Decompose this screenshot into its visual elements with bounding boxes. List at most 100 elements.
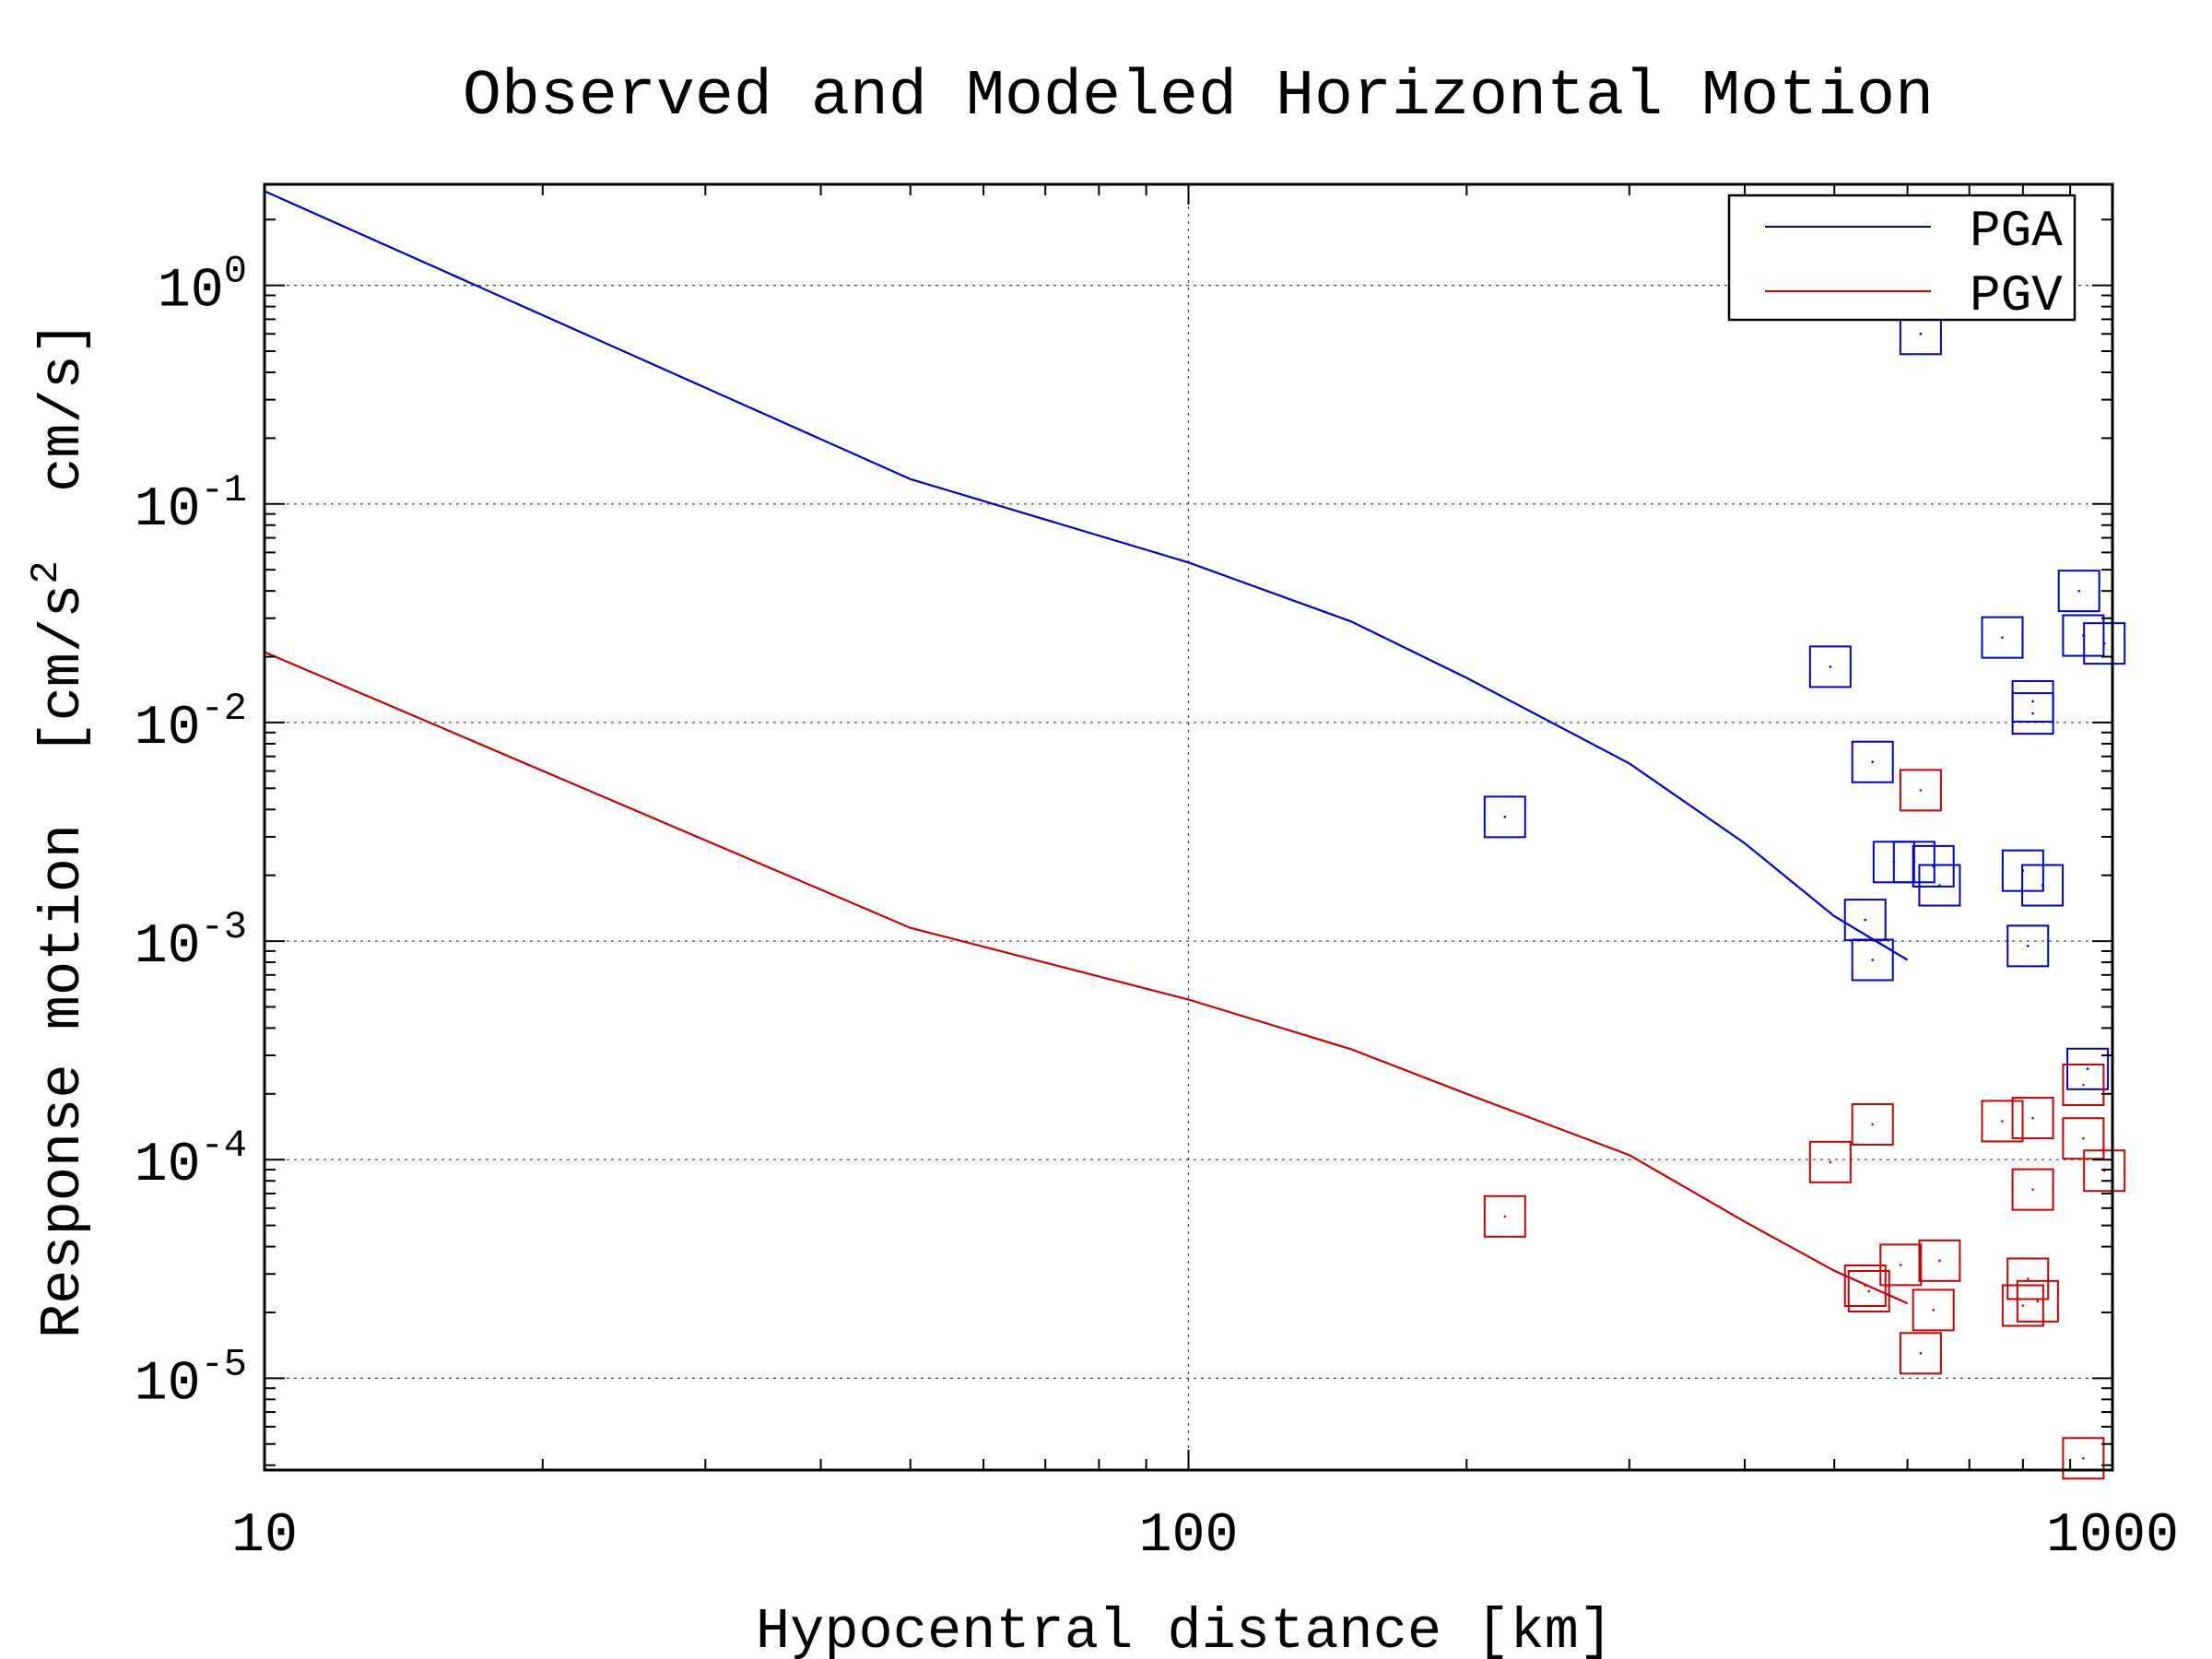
data-point-center xyxy=(1864,1284,1867,1288)
y-tick-label: 10-3 xyxy=(135,905,247,979)
legend-pgv-label: PGV xyxy=(1970,266,2063,325)
data-point-center xyxy=(2001,636,2004,639)
data-point-marker xyxy=(1483,1194,1526,1238)
x-tick-labels: 10 100 1000 xyxy=(231,1505,2179,1568)
data-point-marker xyxy=(1808,645,1852,688)
data-point-center xyxy=(2086,1067,2089,1071)
y-tick-label: 10-2 xyxy=(135,687,247,760)
y-axis-label-part2: cm/s] xyxy=(30,321,96,560)
data-point-marker xyxy=(1847,1269,1890,1312)
data-point-center xyxy=(1899,1264,1902,1266)
data-point-center xyxy=(1919,332,1923,335)
series-line-pgv xyxy=(264,651,1909,1305)
data-point-center xyxy=(1871,1123,1875,1126)
y-axis-label-superscript: 2 xyxy=(24,560,68,583)
data-point-marker xyxy=(1918,864,1961,907)
data-point-center xyxy=(1503,816,1507,818)
data-point-marker xyxy=(1892,841,1936,884)
data-point-marker xyxy=(1483,795,1526,839)
x-tick-label: 1000 xyxy=(2046,1505,2179,1568)
data-point-center xyxy=(1871,959,1875,961)
y-tick-label: 10-4 xyxy=(135,1124,247,1197)
data-point-marker xyxy=(1879,1243,1923,1287)
data-point-center xyxy=(2031,700,2034,703)
data-point-marker xyxy=(1981,1100,2024,1143)
data-point-center xyxy=(2031,1188,2034,1191)
data-point-marker xyxy=(2062,1437,2105,1480)
data-point-marker xyxy=(1899,1332,1942,1375)
data-point-marker xyxy=(2011,692,2054,735)
y-tick-label: 10-1 xyxy=(135,468,247,542)
data-point-marker xyxy=(2083,622,2126,665)
y-axis-label-part1: Response motion [cm/s xyxy=(30,584,96,1339)
data-point-marker xyxy=(1808,1140,1852,1183)
data-point-center xyxy=(2082,1083,2085,1087)
data-point-center xyxy=(2082,1456,2085,1460)
data-point-center xyxy=(1919,1352,1923,1355)
data-point-center xyxy=(2041,884,2044,887)
data-point-center xyxy=(1938,884,1941,887)
y-tick-base: 10 xyxy=(135,479,201,542)
data-point-center xyxy=(1503,1215,1507,1218)
data-point-center xyxy=(2036,1300,2040,1303)
data-point-center xyxy=(1932,1309,1935,1312)
x-tick-label: 10 xyxy=(231,1505,298,1568)
data-point-center xyxy=(1829,665,1832,668)
x-tick-label: 100 xyxy=(1138,1505,1238,1568)
y-tick-label: 100 xyxy=(158,250,247,324)
y-tick-base: 10 xyxy=(158,261,224,324)
y-tick-exponent: -5 xyxy=(201,1342,247,1386)
chart-title: Observed and Modeled Horizontal Motion xyxy=(463,61,1934,134)
y-tick-base: 10 xyxy=(135,916,201,979)
data-point-center xyxy=(2021,1304,2025,1307)
y-tick-base: 10 xyxy=(135,1353,201,1416)
data-point-marker xyxy=(2001,1284,2044,1327)
data-point-center xyxy=(2102,641,2106,645)
y-tick-exponent: -1 xyxy=(201,468,247,512)
data-point-center xyxy=(2077,589,2080,593)
data-point-center xyxy=(1871,760,1875,764)
data-point-marker xyxy=(2057,570,2100,613)
data-point-marker xyxy=(1912,1288,1955,1332)
y-tick-exponent: -4 xyxy=(201,1124,247,1168)
data-point-marker xyxy=(1912,844,1955,888)
data-point-center xyxy=(1867,1289,1871,1293)
data-point-marker xyxy=(1981,616,2024,659)
data-point-center xyxy=(1919,789,1923,792)
data-point-marker xyxy=(2083,1149,2126,1193)
data-point-marker xyxy=(2021,864,2065,907)
y-tick-label: 10-5 xyxy=(135,1342,247,1416)
data-point-center xyxy=(1938,1259,1941,1263)
data-point-center xyxy=(2001,1120,2004,1123)
data-point-marker xyxy=(1899,769,1942,812)
data-point-center xyxy=(1864,918,1867,922)
data-point-marker xyxy=(2006,1257,2050,1300)
legend: PGA PGV xyxy=(1727,194,2077,325)
y-tick-base: 10 xyxy=(135,1135,201,1197)
y-tick-base: 10 xyxy=(135,698,201,760)
legend-pga-label: PGA xyxy=(1970,202,2063,261)
legend-box xyxy=(1727,194,2077,322)
data-point-marker xyxy=(2011,1168,2054,1211)
data-point-center xyxy=(2026,945,2030,947)
data-point-marker xyxy=(2016,1279,2059,1323)
y-tick-exponent: -3 xyxy=(201,905,247,949)
data-point-marker xyxy=(2011,1097,2054,1140)
data-point-marker xyxy=(1851,1102,1894,1146)
data-point-marker xyxy=(2006,924,2050,968)
x-axis-label: Hypocentral distance [km] xyxy=(756,1599,1613,1659)
y-tick-exponent: -2 xyxy=(201,687,247,731)
data-point-marker xyxy=(1851,938,1894,982)
data-point-marker xyxy=(2062,1064,2105,1107)
data-point-marker xyxy=(1918,1239,1961,1282)
data-point-marker xyxy=(1851,740,1894,783)
y-axis-label: Response motion [cm/s2 cm/s] xyxy=(24,321,96,1338)
series-layer xyxy=(264,190,2126,1480)
y-tick-exponent: 0 xyxy=(224,250,247,294)
data-point-center xyxy=(2031,1116,2034,1120)
data-point-center xyxy=(2082,1136,2085,1140)
grid-lines xyxy=(265,184,2112,1470)
data-point-center xyxy=(2026,1277,2030,1280)
